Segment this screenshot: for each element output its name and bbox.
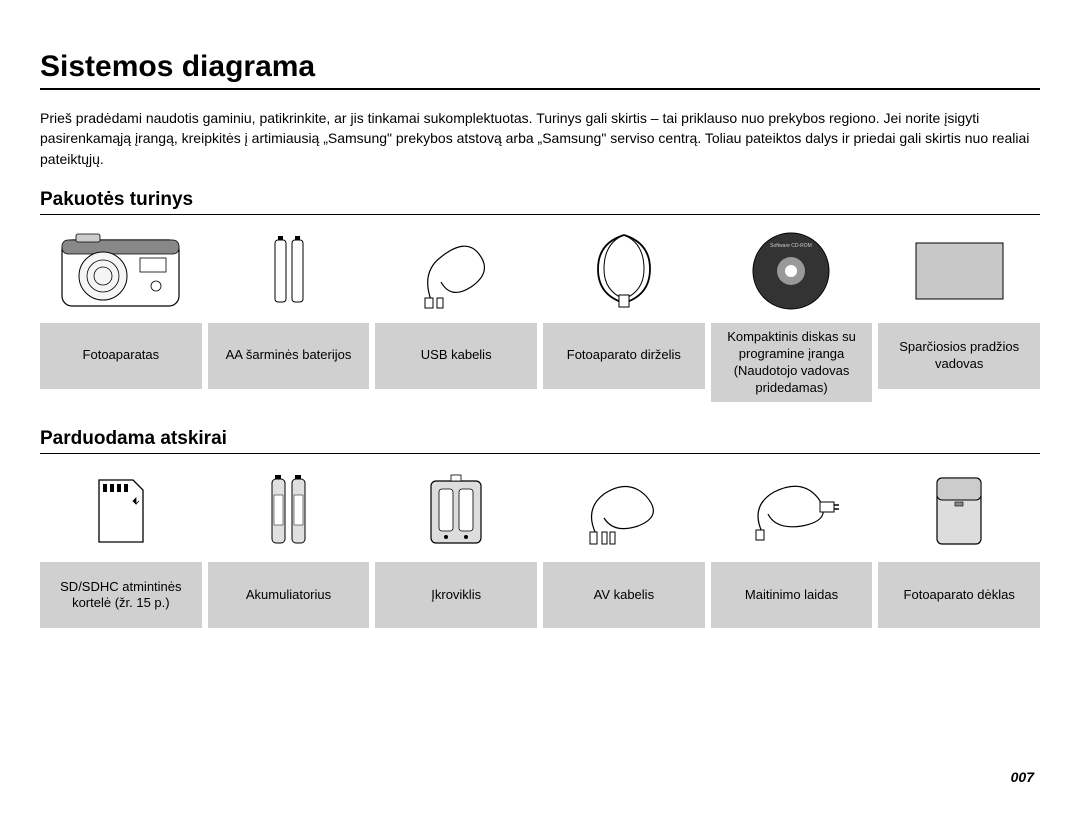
item-camera: Fotoaparatas	[40, 227, 202, 403]
item-label: Sparčiosios pradžios vadovas	[878, 323, 1040, 389]
item-label: SD/SDHC atmintinės kortelė (žr. 15 p.)	[40, 562, 202, 628]
item-cd: Software CD-ROM Kompaktinis diskas su pr…	[711, 227, 873, 403]
page-number: 007	[1011, 769, 1034, 785]
cd-icon: Software CD-ROM	[711, 227, 873, 317]
item-usb-cable: USB kabelis	[375, 227, 537, 403]
av-cable-icon	[543, 466, 705, 556]
case-icon	[878, 466, 1040, 556]
svg-text:Software CD-ROM: Software CD-ROM	[770, 243, 812, 249]
section1-title: Pakuotės turinys	[40, 189, 1040, 215]
item-power-cord: Maitinimo laidas	[711, 466, 873, 628]
sd-icon	[40, 466, 202, 556]
page-title: Sistemos diagrama	[40, 50, 1040, 90]
recharge-bat-icon	[208, 466, 370, 556]
item-av-cable: AV kabelis	[543, 466, 705, 628]
item-label: USB kabelis	[375, 323, 537, 389]
section1-row: Fotoaparatas AA šarminės baterijos USB k…	[40, 227, 1040, 403]
item-label: Fotoaparato dėklas	[878, 562, 1040, 628]
power-cord-icon	[711, 466, 873, 556]
item-batteries: AA šarminės baterijos	[208, 227, 370, 403]
strap-icon	[543, 227, 705, 317]
item-label: Fotoaparato dirželis	[543, 323, 705, 389]
item-charger: Įkroviklis	[375, 466, 537, 628]
item-sd: SD/SDHC atmintinės kortelė (žr. 15 p.)	[40, 466, 202, 628]
item-strap: Fotoaparato dirželis	[543, 227, 705, 403]
item-label: Kompaktinis diskas su programine įranga …	[711, 323, 873, 403]
item-label: Fotoaparatas	[40, 323, 202, 389]
section2-row: SD/SDHC atmintinės kortelė (žr. 15 p.) A…	[40, 466, 1040, 628]
item-label: AV kabelis	[543, 562, 705, 628]
item-case: Fotoaparato dėklas	[878, 466, 1040, 628]
item-label: Įkroviklis	[375, 562, 537, 628]
item-label: Akumuliatorius	[208, 562, 370, 628]
item-label: AA šarminės baterijos	[208, 323, 370, 389]
section2-title: Parduodama atskirai	[40, 428, 1040, 454]
usb-cable-icon	[375, 227, 537, 317]
intro-text: Prieš pradėdami naudotis gaminiu, patikr…	[40, 108, 1040, 169]
item-recharge-bat: Akumuliatorius	[208, 466, 370, 628]
charger-icon	[375, 466, 537, 556]
camera-icon	[40, 227, 202, 317]
batteries-icon	[208, 227, 370, 317]
item-label: Maitinimo laidas	[711, 562, 873, 628]
guide-icon	[878, 227, 1040, 317]
item-guide: Sparčiosios pradžios vadovas	[878, 227, 1040, 403]
